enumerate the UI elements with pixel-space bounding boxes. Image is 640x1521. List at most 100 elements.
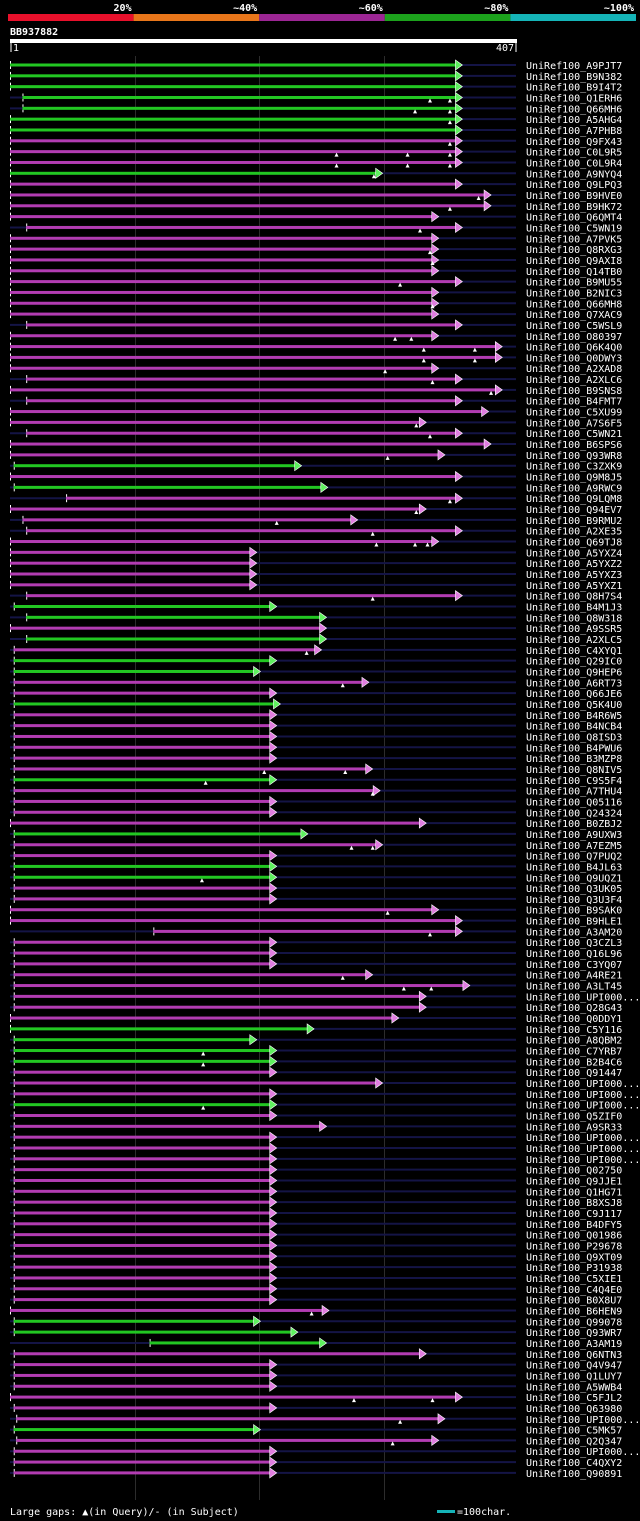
hit-label[interactable]: UniRef100_A5AHG4 xyxy=(526,115,622,126)
hit-label[interactable]: UniRef100_C5WSL9 xyxy=(526,321,622,332)
hit-label[interactable]: UniRef100_UPI000... xyxy=(526,1079,640,1090)
hit-label[interactable]: UniRef100_B2B4C6 xyxy=(526,1057,622,1068)
hit-bar[interactable] xyxy=(10,626,321,630)
hit-row[interactable]: UniRef100_Q8RXG3 xyxy=(10,243,622,256)
hit-row[interactable]: UniRef100_A2XE35 xyxy=(10,525,622,538)
hit-bar[interactable] xyxy=(13,1135,271,1139)
hit-label[interactable]: UniRef100_A5WWB4 xyxy=(526,1382,622,1393)
hit-label[interactable]: UniRef100_Q29IC0 xyxy=(526,657,622,668)
hit-row[interactable]: UniRef100_A7EZM5 xyxy=(10,839,622,852)
hit-label[interactable]: UniRef100_UPI000... xyxy=(526,1447,640,1458)
hit-label[interactable]: UniRef100_C5MK57 xyxy=(526,1426,622,1437)
hit-label[interactable]: UniRef100_Q91447 xyxy=(526,1068,622,1079)
hit-bar[interactable] xyxy=(13,1189,271,1193)
hit-row[interactable]: UniRef100_Q91447 xyxy=(10,1066,622,1079)
hit-label[interactable]: UniRef100_Q6QMT4 xyxy=(526,213,622,224)
hit-bar[interactable] xyxy=(26,594,457,598)
hit-bar[interactable] xyxy=(13,1243,271,1247)
hit-label[interactable]: UniRef100_Q9LPQ3 xyxy=(526,180,622,191)
hit-label[interactable]: UniRef100_B0X8U7 xyxy=(526,1296,622,1307)
hit-bar[interactable] xyxy=(16,1417,439,1421)
hit-bar[interactable] xyxy=(13,1200,271,1204)
hit-row[interactable]: UniRef100_Q8W318 xyxy=(10,611,622,624)
hit-bar[interactable] xyxy=(153,929,457,933)
hit-row[interactable]: UniRef100_C5WN21 xyxy=(10,427,622,440)
hit-row[interactable]: UniRef100_A9SR33 xyxy=(10,1120,622,1133)
hit-label[interactable]: UniRef100_Q1LUY7 xyxy=(526,1371,622,1382)
hit-row[interactable]: UniRef100_B0X8U7 xyxy=(10,1294,622,1307)
hit-bar[interactable] xyxy=(10,908,433,912)
hit-row[interactable]: UniRef100_C4XYQ1 xyxy=(10,644,622,657)
hit-bar[interactable] xyxy=(13,994,421,998)
hit-row[interactable]: UniRef100_Q16L96 xyxy=(10,947,622,960)
hit-row[interactable]: UniRef100_A9PJT7 xyxy=(10,59,622,72)
hit-bar[interactable] xyxy=(10,583,251,587)
hit-label[interactable]: UniRef100_Q0DWY3 xyxy=(526,353,622,364)
hit-row[interactable]: UniRef100_Q01986 xyxy=(10,1229,622,1242)
hit-row[interactable]: UniRef100_B9I4T2 xyxy=(10,81,622,94)
hit-row[interactable]: UniRef100_Q9LQM8 xyxy=(10,492,622,505)
hit-bar[interactable] xyxy=(13,1081,377,1085)
hit-bar[interactable] xyxy=(10,128,457,132)
hit-bar[interactable] xyxy=(13,464,296,468)
hit-bar[interactable] xyxy=(26,323,457,327)
hit-label[interactable]: UniRef100_Q66MH8 xyxy=(526,299,622,310)
hit-row[interactable]: UniRef100_Q9JJE1 xyxy=(10,1174,622,1187)
hit-label[interactable]: UniRef100_UPI000... xyxy=(526,1144,640,1155)
hit-label[interactable]: UniRef100_Q9XT09 xyxy=(526,1252,622,1263)
hit-label[interactable]: UniRef100_A3LT45 xyxy=(526,982,622,993)
hit-label[interactable]: UniRef100_A7PVK5 xyxy=(526,234,622,245)
hit-row[interactable]: UniRef100_B9HLE1 xyxy=(10,914,622,928)
hit-row[interactable]: UniRef100_Q05116 xyxy=(10,795,622,808)
hit-bar[interactable] xyxy=(13,1178,271,1182)
hit-label[interactable]: UniRef100_B9N382 xyxy=(526,72,622,83)
hit-row[interactable]: UniRef100_UPI000... xyxy=(10,1445,640,1458)
hit-row[interactable]: UniRef100_Q24324 xyxy=(10,806,622,819)
hit-label[interactable]: UniRef100_Q8NIV5 xyxy=(526,765,622,776)
hit-label[interactable]: UniRef100_Q93WR7 xyxy=(526,1328,622,1339)
hit-bar[interactable] xyxy=(13,984,464,988)
hit-row[interactable]: UniRef100_A3AM20 xyxy=(10,925,622,938)
hit-bar[interactable] xyxy=(10,475,457,479)
hit-bar[interactable] xyxy=(13,1233,271,1237)
hit-bar[interactable] xyxy=(13,789,375,793)
hit-row[interactable]: UniRef100_Q90891 xyxy=(10,1467,622,1480)
hit-row[interactable]: UniRef100_Q29IC0 xyxy=(10,655,622,668)
hit-label[interactable]: UniRef100_B9I4T2 xyxy=(526,83,622,94)
hit-row[interactable]: UniRef100_C9S5F4 xyxy=(10,774,622,787)
hit-bar[interactable] xyxy=(13,843,377,847)
hit-row[interactable]: UniRef100_UPI000... xyxy=(10,1099,640,1112)
hit-label[interactable]: UniRef100_B9SAK0 xyxy=(526,906,622,917)
hit-bar[interactable] xyxy=(10,334,433,338)
hit-bar[interactable] xyxy=(10,204,486,208)
hit-bar[interactable] xyxy=(10,355,497,359)
hit-label[interactable]: UniRef100_A6RT73 xyxy=(526,678,622,689)
hit-row[interactable]: UniRef100_Q8ISD3 xyxy=(10,730,622,743)
hit-bar[interactable] xyxy=(13,1038,251,1042)
hit-label[interactable]: UniRef100_A7S6F5 xyxy=(526,418,622,429)
hit-label[interactable]: UniRef100_Q8H7S4 xyxy=(526,592,622,603)
hit-bar[interactable] xyxy=(10,345,497,349)
hit-bar[interactable] xyxy=(13,1287,271,1291)
hit-bar[interactable] xyxy=(10,85,457,89)
hit-label[interactable]: UniRef100_A9RWC9 xyxy=(526,483,622,494)
hit-row[interactable]: UniRef100_B4NCB4 xyxy=(10,720,622,733)
hit-bar[interactable] xyxy=(13,1222,271,1226)
hit-label[interactable]: UniRef100_Q8RXG3 xyxy=(526,245,622,256)
hit-bar[interactable] xyxy=(10,540,433,544)
hit-row[interactable]: UniRef100_Q5ZIF0 xyxy=(10,1109,622,1123)
hit-label[interactable]: UniRef100_Q3U3F4 xyxy=(526,895,622,906)
hit-row[interactable]: UniRef100_Q6K4Q0 xyxy=(10,340,622,354)
hit-bar[interactable] xyxy=(13,1460,271,1464)
hit-label[interactable]: UniRef100_C0L9R4 xyxy=(526,158,622,169)
hit-bar[interactable] xyxy=(13,1428,255,1432)
hit-row[interactable]: UniRef100_UPI000... xyxy=(10,1088,640,1101)
hit-bar[interactable] xyxy=(10,215,433,219)
hit-label[interactable]: UniRef100_A3AM20 xyxy=(526,927,622,938)
hit-row[interactable]: UniRef100_B2B4C6 xyxy=(10,1055,622,1068)
hit-bar[interactable] xyxy=(10,1027,309,1031)
hit-row[interactable]: UniRef100_C7YRB7 xyxy=(10,1044,622,1058)
hit-row[interactable]: UniRef100_Q2Q347 xyxy=(10,1434,622,1447)
hit-row[interactable]: UniRef100_A9UXW3 xyxy=(10,828,622,841)
hit-row[interactable]: UniRef100_C5MK57 xyxy=(10,1423,622,1437)
